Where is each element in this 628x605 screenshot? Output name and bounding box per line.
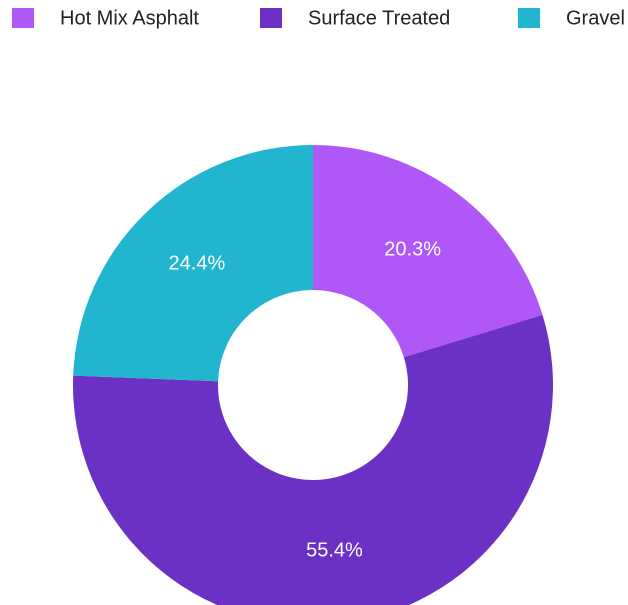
slice-label: 55.4% <box>306 539 363 561</box>
donut-slice <box>73 314 553 605</box>
legend-swatch <box>12 8 34 28</box>
donut-slice <box>313 145 543 358</box>
slice-label: 24.4% <box>169 253 226 275</box>
legend-label: Gravel <box>566 7 625 29</box>
slice-label: 20.3% <box>384 239 441 261</box>
legend-label: Surface Treated <box>308 7 450 29</box>
legend-swatch <box>260 8 282 28</box>
donut-slice <box>73 145 313 382</box>
legend-label: Hot Mix Asphalt <box>60 7 199 29</box>
legend-swatch <box>518 8 540 28</box>
